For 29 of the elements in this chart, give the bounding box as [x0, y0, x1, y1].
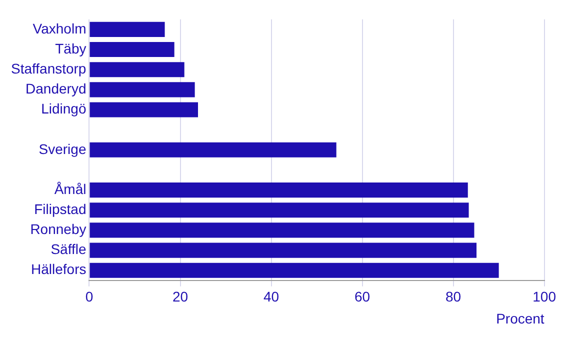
- bar: [90, 222, 474, 238]
- y-tick-label: Filipstad: [34, 200, 86, 217]
- x-axis-title: Procent: [496, 310, 544, 326]
- bar: [90, 102, 198, 118]
- bar: [90, 262, 499, 278]
- x-tick-label: 40: [263, 288, 280, 305]
- y-tick-label: Hällefors: [30, 261, 86, 278]
- bar: [90, 202, 469, 218]
- y-tick-label: Ronneby: [30, 221, 86, 238]
- y-tick-label: Sverige: [38, 140, 86, 157]
- y-tick-label: Danderyd: [26, 80, 86, 97]
- x-tick-label: 100: [532, 288, 556, 305]
- bar: [90, 142, 336, 158]
- x-tick-label: 0: [85, 288, 94, 305]
- x-tick-label: 80: [446, 288, 462, 305]
- y-tick-label: Vaxholm: [32, 20, 86, 36]
- bar: [90, 42, 174, 58]
- bar: [90, 62, 184, 78]
- y-tick-label: Säffle: [50, 241, 86, 258]
- bar: [90, 182, 468, 198]
- y-tick-label: Åmål: [54, 180, 86, 197]
- x-tick-label: 20: [172, 288, 188, 305]
- bar: [90, 242, 477, 258]
- bar: [90, 82, 195, 98]
- y-tick-label: Lidingö: [41, 100, 86, 117]
- x-tick-label: 60: [354, 288, 370, 305]
- y-tick-label: Täby: [55, 40, 86, 56]
- bar: [90, 22, 165, 37]
- y-tick-label: Staffanstorp: [10, 60, 86, 76]
